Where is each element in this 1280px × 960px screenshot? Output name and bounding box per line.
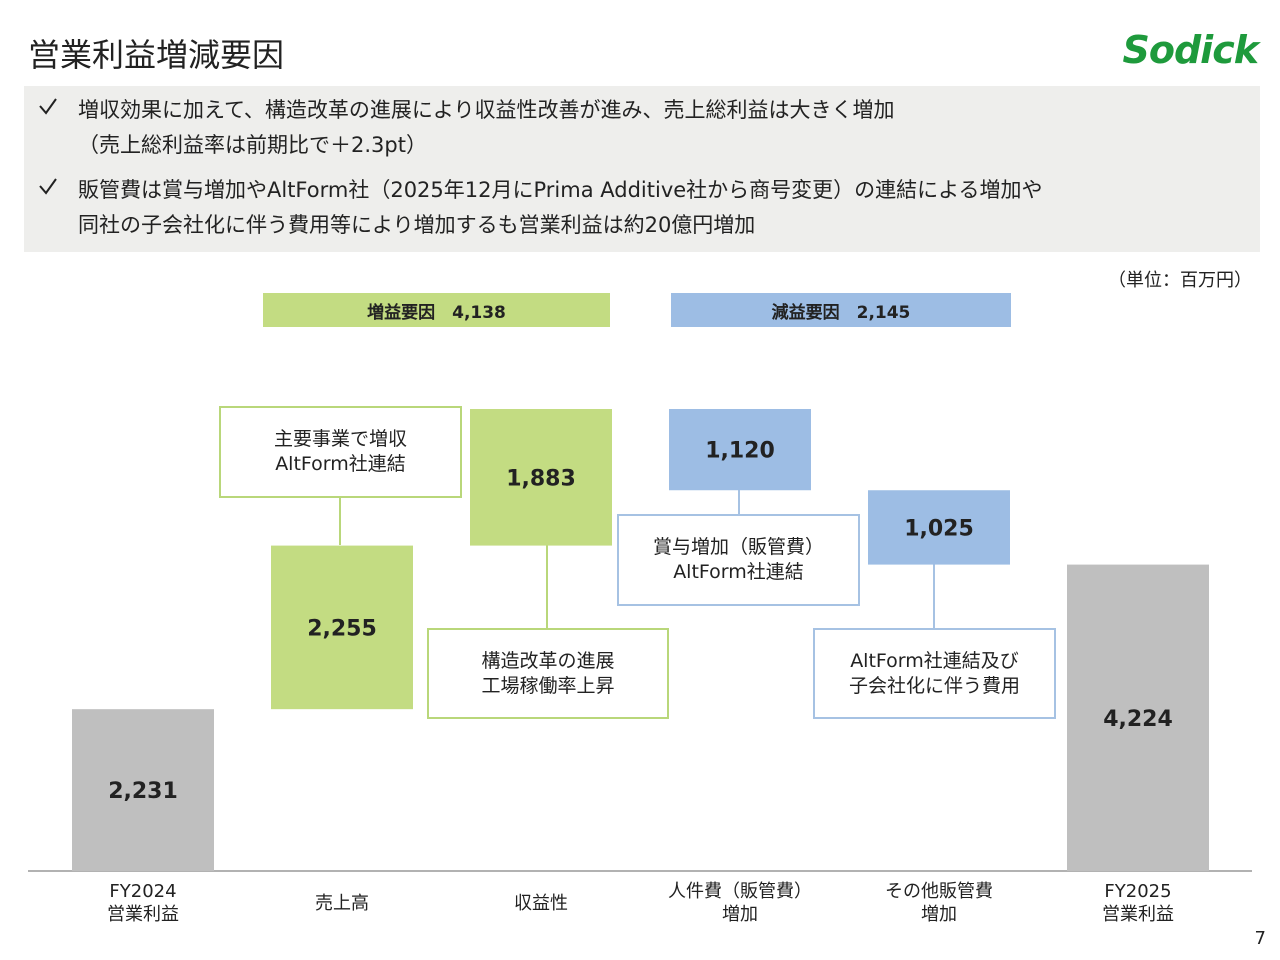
summary-panel bbox=[24, 86, 1260, 252]
bar bbox=[271, 545, 413, 710]
value-label: 1,120 bbox=[705, 439, 775, 464]
logo: Sodick bbox=[1122, 28, 1259, 72]
x-tick-label: FY2025 営業利益 bbox=[1102, 881, 1174, 925]
x-tick-label: その他販管費 増加 bbox=[885, 881, 993, 925]
bar bbox=[1067, 564, 1209, 871]
bar bbox=[72, 709, 214, 871]
slide-title: 営業利益増減要因 bbox=[28, 36, 285, 74]
x-tick-label: 売上高 bbox=[315, 893, 369, 914]
unit-label: （単位：百万円） bbox=[1108, 270, 1252, 291]
value-label: 2,255 bbox=[307, 616, 377, 641]
bullet: 販管費は賞与増加やAltForm社（2025年12月にPrima Additiv… bbox=[78, 178, 1043, 237]
decrease-summary: 減益要因 2,145 bbox=[671, 293, 1011, 327]
page-number: 7 bbox=[1254, 928, 1266, 949]
connectors bbox=[339, 487, 935, 628]
value-label: 2,231 bbox=[108, 779, 178, 804]
increase-summary: 増益要因 4,138 bbox=[263, 293, 610, 327]
value-label: 1,025 bbox=[904, 516, 974, 541]
value-label: 1,883 bbox=[506, 466, 576, 491]
bar bbox=[470, 409, 612, 546]
bar bbox=[669, 409, 811, 491]
annotation: AltForm社連結及び 子会社化に伴う費用 bbox=[813, 628, 1056, 719]
x-tick-label: FY2024 営業利益 bbox=[107, 881, 179, 925]
annotation: 主要事業で増収 AltForm社連結 bbox=[219, 406, 462, 498]
bullet: 増収効果に加えて、構造改革の進展により収益性改善が進み、売上総利益は大きく増加 … bbox=[78, 98, 895, 157]
check-icon bbox=[39, 98, 57, 195]
x-tick-label: 人件費（販管費） 増加 bbox=[668, 881, 812, 925]
annotation: 賞与増加（販管費） AltForm社連結 bbox=[617, 514, 860, 606]
value-label: 4,224 bbox=[1103, 707, 1173, 732]
x-tick-label: 収益性 bbox=[514, 893, 568, 914]
bar bbox=[868, 490, 1010, 565]
annotation: 構造改革の進展 工場稼働率上昇 bbox=[427, 628, 669, 719]
